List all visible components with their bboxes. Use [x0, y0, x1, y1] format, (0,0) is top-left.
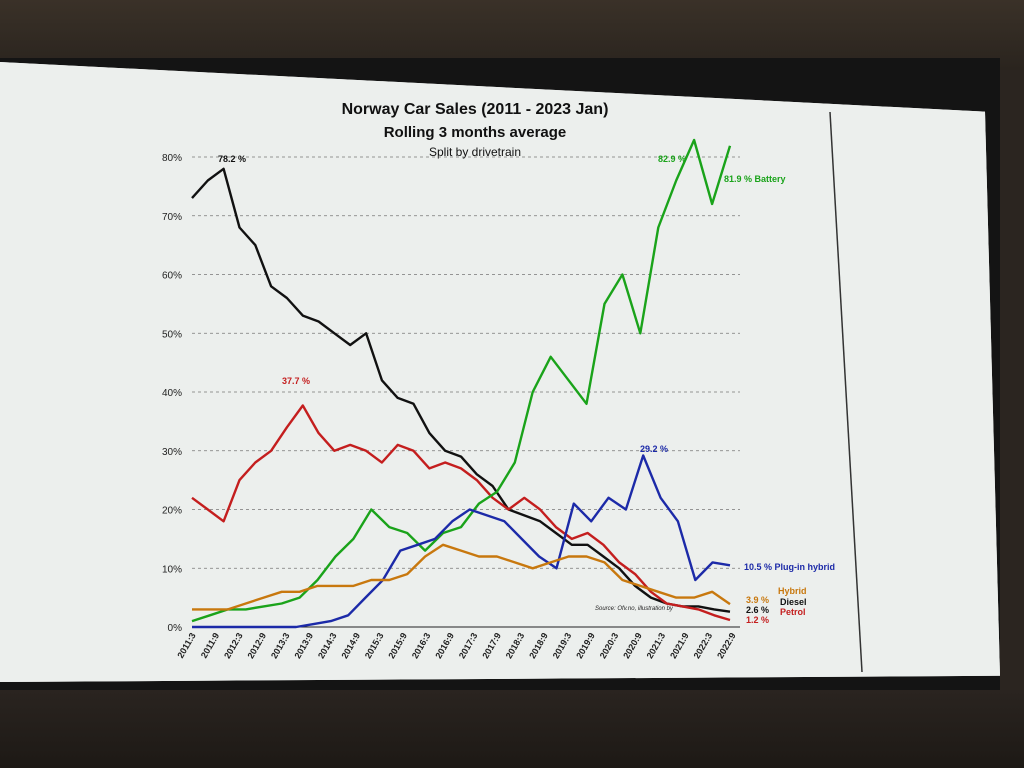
annotation-battery-peak: 82.9 % [658, 154, 686, 164]
y-tick-label: 50% [162, 329, 182, 340]
y-tick-label: 80% [162, 153, 182, 164]
annotation-phev-peak: 29.2 % [640, 444, 668, 454]
source-note: Source: Ofv.no, illustration by [595, 606, 674, 612]
series-line-petrol [191, 404, 731, 622]
y-tick-label: 60% [162, 271, 182, 282]
end-label-battery: 81.9 % Battery [724, 174, 786, 184]
norway-car-sales-chart: Norway Car Sales (2011 - 2023 Jan) Rolli… [0, 62, 1000, 682]
end-label-phev: 10.5 % Plug-in hybrid [744, 562, 835, 572]
legend-label-diesel: Diesel [780, 597, 807, 607]
y-tick-label: 30% [162, 447, 182, 458]
gridlines [192, 156, 740, 569]
chart-subtitle-2: Split by drivetrain [429, 145, 521, 159]
chart-title: Norway Car Sales (2011 - 2023 Jan) [342, 101, 609, 118]
y-tick-label: 70% [162, 212, 182, 223]
slide-divider-line [829, 111, 863, 673]
room-floor [0, 690, 1024, 768]
y-tick-label: 40% [162, 388, 182, 399]
y-tick-label: 0% [168, 623, 183, 634]
chart-subtitle: Rolling 3 months average [384, 124, 567, 141]
legend-label-hybrid: Hybrid [778, 586, 807, 596]
end-label-hybrid: 3.9 % [746, 595, 769, 605]
series-line-diesel [191, 167, 731, 613]
end-label-petrol: 1.2 % [746, 615, 769, 625]
series-labels: 78.2 % 37.7 % 82.9 % 29.2 % 81.9 % Battery 10… [218, 154, 835, 625]
y-tick-label: 20% [162, 506, 182, 517]
tv-screen: Norway Car Sales (2011 - 2023 Jan) Rolli… [0, 62, 1000, 682]
annotation-diesel-peak: 78.2 % [218, 154, 246, 164]
y-tick-label: 10% [162, 564, 182, 575]
legend-label-petrol: Petrol [780, 607, 806, 617]
series-line-hybrid [192, 543, 731, 611]
series-line-battery [191, 138, 732, 623]
end-label-diesel: 2.6 % [746, 605, 769, 615]
annotation-petrol-peak: 37.7 % [282, 376, 310, 386]
series-line-plug-in-hybrid [192, 454, 731, 629]
series-lines [191, 138, 732, 629]
